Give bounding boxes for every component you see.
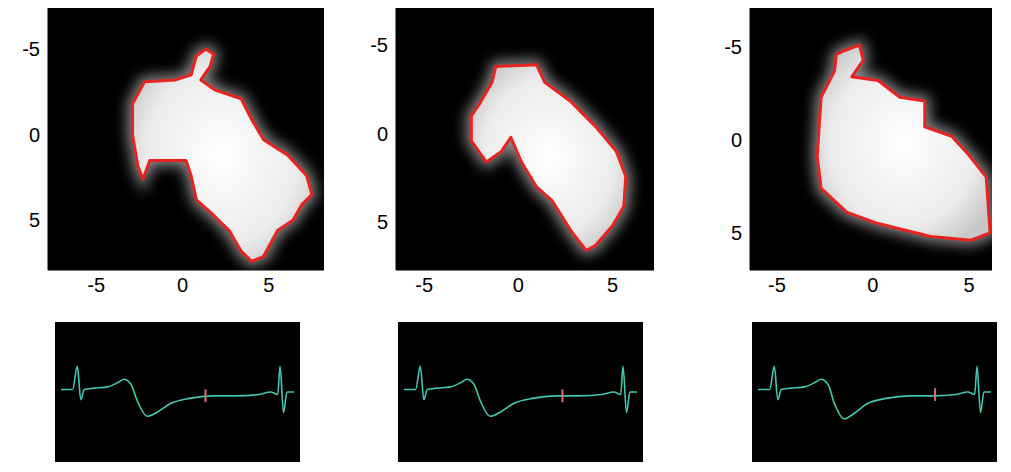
- svg-text:0: 0: [731, 129, 742, 151]
- svg-text:0: 0: [29, 124, 40, 146]
- svg-text:0: 0: [513, 274, 524, 296]
- svg-text:-5: -5: [87, 274, 105, 296]
- svg-text:5: 5: [263, 274, 274, 296]
- svg-text:5: 5: [29, 209, 40, 231]
- svg-text:5: 5: [377, 211, 388, 233]
- svg-text:5: 5: [963, 274, 974, 296]
- svg-text:-5: -5: [768, 274, 786, 296]
- svg-text:0: 0: [177, 274, 188, 296]
- svg-text:-5: -5: [22, 38, 40, 60]
- svg-text:-5: -5: [415, 274, 433, 296]
- svg-text:0: 0: [377, 123, 388, 145]
- svg-text:-5: -5: [370, 34, 388, 56]
- svg-text:5: 5: [731, 222, 742, 244]
- svg-text:0: 0: [867, 274, 878, 296]
- svg-text:-5: -5: [724, 36, 742, 58]
- svg-text:5: 5: [607, 274, 618, 296]
